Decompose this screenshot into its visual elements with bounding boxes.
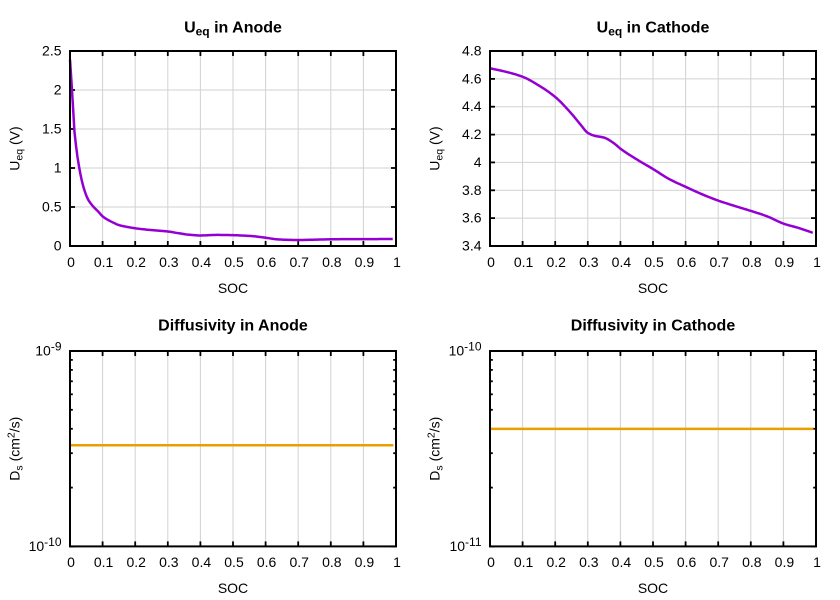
svg-text:0.7: 0.7 [709,254,729,270]
svg-text:0.2: 0.2 [546,254,566,270]
svg-text:1: 1 [54,160,62,176]
svg-text:Diffusivity in Anode: Diffusivity in Anode [158,318,308,335]
svg-text:0.9: 0.9 [355,254,375,270]
svg-text:Ueq in Cathode: Ueq in Cathode [597,19,710,38]
svg-text:0.8: 0.8 [322,254,342,270]
svg-text:0.7: 0.7 [289,254,309,270]
svg-text:0.5: 0.5 [224,254,244,270]
svg-text:0.6: 0.6 [677,554,697,570]
svg-text:0.2: 0.2 [546,554,566,570]
svg-text:0.1: 0.1 [94,254,114,270]
svg-text:1: 1 [393,254,401,270]
svg-text:0: 0 [487,254,495,270]
svg-text:0.9: 0.9 [355,554,375,570]
svg-text:3.6: 3.6 [462,210,482,226]
svg-text:0: 0 [487,554,495,570]
svg-text:4.6: 4.6 [462,70,482,86]
svg-text:SOC: SOC [638,280,668,296]
svg-text:0.2: 0.2 [126,254,146,270]
svg-text:0.7: 0.7 [709,554,729,570]
svg-text:0.5: 0.5 [224,554,244,570]
svg-text:Ds (cm2/s): Ds (cm2/s) [6,417,26,481]
svg-text:1.5: 1.5 [42,121,62,137]
svg-text:4.8: 4.8 [462,43,482,59]
svg-text:0.1: 0.1 [94,554,114,570]
svg-text:0.4: 0.4 [192,554,212,570]
svg-text:0.6: 0.6 [257,254,277,270]
svg-text:0.6: 0.6 [677,254,697,270]
svg-text:1: 1 [813,554,821,570]
svg-text:0: 0 [67,554,75,570]
svg-text:2: 2 [54,82,62,98]
svg-text:0.9: 0.9 [775,254,795,270]
svg-text:3.4: 3.4 [462,238,482,254]
svg-text:0.5: 0.5 [644,554,664,570]
svg-text:0.6: 0.6 [257,554,277,570]
svg-text:0.3: 0.3 [159,554,179,570]
svg-text:0.8: 0.8 [742,554,762,570]
svg-text:SOC: SOC [218,280,248,296]
svg-text:0.5: 0.5 [42,199,62,215]
svg-text:0.1: 0.1 [514,254,534,270]
svg-text:SOC: SOC [218,580,248,596]
svg-text:0.8: 0.8 [322,554,342,570]
svg-text:0.8: 0.8 [742,254,762,270]
svg-text:4.2: 4.2 [462,126,482,142]
svg-text:2.5: 2.5 [42,43,62,59]
svg-text:SOC: SOC [638,580,668,596]
svg-text:0: 0 [54,238,62,254]
svg-text:0: 0 [67,254,75,270]
svg-text:0.3: 0.3 [579,254,599,270]
svg-text:0.7: 0.7 [289,554,309,570]
svg-text:0.4: 0.4 [192,254,212,270]
svg-text:0.9: 0.9 [775,554,795,570]
svg-text:Ueq in Anode: Ueq in Anode [184,19,282,38]
svg-text:0.1: 0.1 [514,554,534,570]
svg-text:1: 1 [393,554,401,570]
svg-text:3.8: 3.8 [462,182,482,198]
svg-text:0.3: 0.3 [579,554,599,570]
svg-text:Ds (cm2/s): Ds (cm2/s) [426,417,446,481]
svg-text:4.4: 4.4 [462,98,482,114]
svg-text:1: 1 [813,254,821,270]
svg-text:0.2: 0.2 [126,554,146,570]
svg-text:0.4: 0.4 [612,254,632,270]
svg-text:4: 4 [474,154,482,170]
svg-text:0.3: 0.3 [159,254,179,270]
svg-text:0.5: 0.5 [644,254,664,270]
svg-text:Diffusivity in Cathode: Diffusivity in Cathode [571,318,736,335]
svg-text:0.4: 0.4 [612,554,632,570]
